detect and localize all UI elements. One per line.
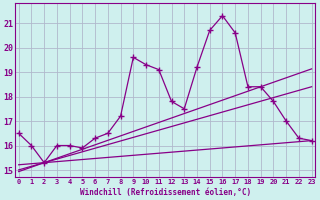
X-axis label: Windchill (Refroidissement éolien,°C): Windchill (Refroidissement éolien,°C): [80, 188, 251, 197]
